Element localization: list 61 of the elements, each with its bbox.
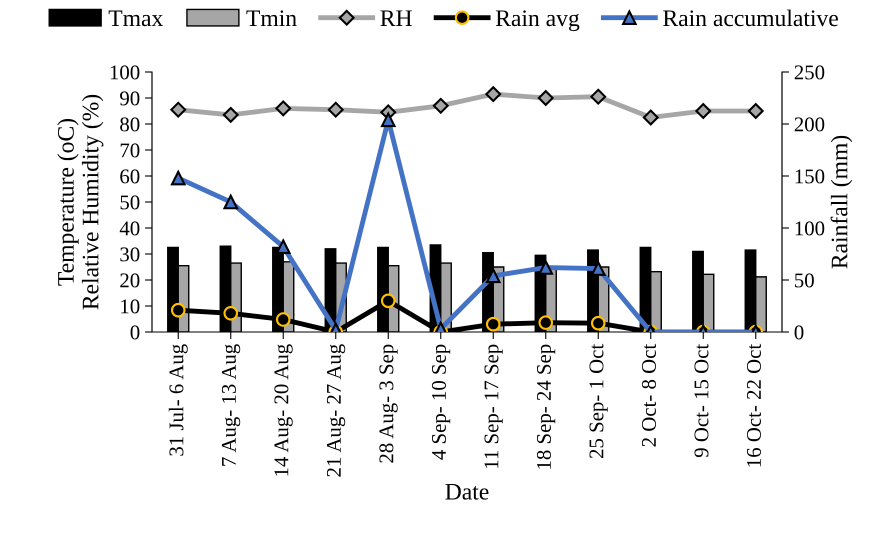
- point: [276, 312, 291, 327]
- point: [748, 103, 764, 119]
- y2-tick-label: 0: [794, 325, 804, 340]
- point: [486, 316, 501, 332]
- point: [170, 102, 186, 118]
- point: [590, 316, 606, 330]
- x-tick-label: 14 Aug- 20 Aug: [274, 344, 293, 476]
- y2-tick-label: 150: [796, 169, 824, 184]
- point: [275, 100, 292, 116]
- y-tick-label: 10: [121, 299, 140, 314]
- point: [485, 86, 502, 102]
- x-tick-label: 18 Sep- 24 Sep: [536, 344, 556, 469]
- point: [486, 268, 501, 284]
- x-tick-label: 4 Sep- 10 Sep: [432, 344, 450, 460]
- y2-tick-label: 50: [795, 273, 814, 288]
- y-tick-label: 90: [120, 91, 140, 106]
- legend-label: Tmax: [108, 10, 164, 26]
- point: [432, 98, 449, 114]
- x-axis-title: Date: [445, 484, 488, 500]
- point: [538, 90, 554, 106]
- y-tick-label: 40: [120, 221, 140, 236]
- point: [223, 306, 238, 321]
- point: [590, 261, 606, 276]
- y-axis-title: Temperature (oC) Relative Humidity (%): [57, 94, 104, 310]
- x-tick-label: 25 Sep- 1 Oct: [589, 344, 608, 458]
- x-tick-label: 2 Oct- 8 Oct: [642, 344, 656, 446]
- point: [328, 102, 344, 118]
- legend-label: RH: [380, 10, 412, 26]
- legend-label: Rain accumulative: [663, 10, 838, 26]
- y-tick-label: 20: [120, 273, 140, 288]
- point: [590, 88, 606, 105]
- point: [222, 106, 239, 123]
- point: [695, 103, 712, 119]
- x-tick-label: 21 Aug- 27 Aug: [326, 344, 346, 477]
- x-tick-label: 31 Jul- 6 Aug: [168, 344, 188, 456]
- y-tick-label: 50: [120, 195, 140, 210]
- y2-axis-title: Rainfall (mm): [830, 136, 852, 269]
- point: [170, 170, 186, 186]
- y-tick-label: 70: [120, 143, 140, 158]
- point: [170, 302, 186, 318]
- y-tick-label: 30: [120, 247, 140, 262]
- y2-tick-label: 100: [796, 221, 824, 236]
- y2-tick-label: 200: [794, 117, 824, 132]
- point: [538, 260, 554, 275]
- point: [380, 112, 396, 128]
- x-tick-label: 7 Aug- 13 Aug: [222, 344, 240, 466]
- y2-tick-label: 250: [794, 65, 824, 80]
- x-tick-label: 11 Sep- 17 Sep: [484, 344, 503, 468]
- x-tick-label: 28 Aug- 3 Sep: [379, 344, 398, 463]
- x-tick-label: 16 Oct- 22 Oct: [746, 344, 761, 466]
- legend-label: Rain avg: [496, 10, 580, 32]
- y-tick-label: 60: [120, 169, 140, 184]
- point: [380, 294, 396, 308]
- point: [538, 315, 554, 330]
- legend-label: Tmin: [246, 10, 297, 26]
- x-tick-label: 9 Oct- 15 Oct: [694, 344, 708, 458]
- point: [642, 110, 659, 126]
- y-tick-label: 80: [120, 117, 140, 132]
- point: [223, 194, 238, 210]
- y-tick-label: 100: [110, 65, 140, 80]
- y-tick-label: 0: [130, 325, 140, 340]
